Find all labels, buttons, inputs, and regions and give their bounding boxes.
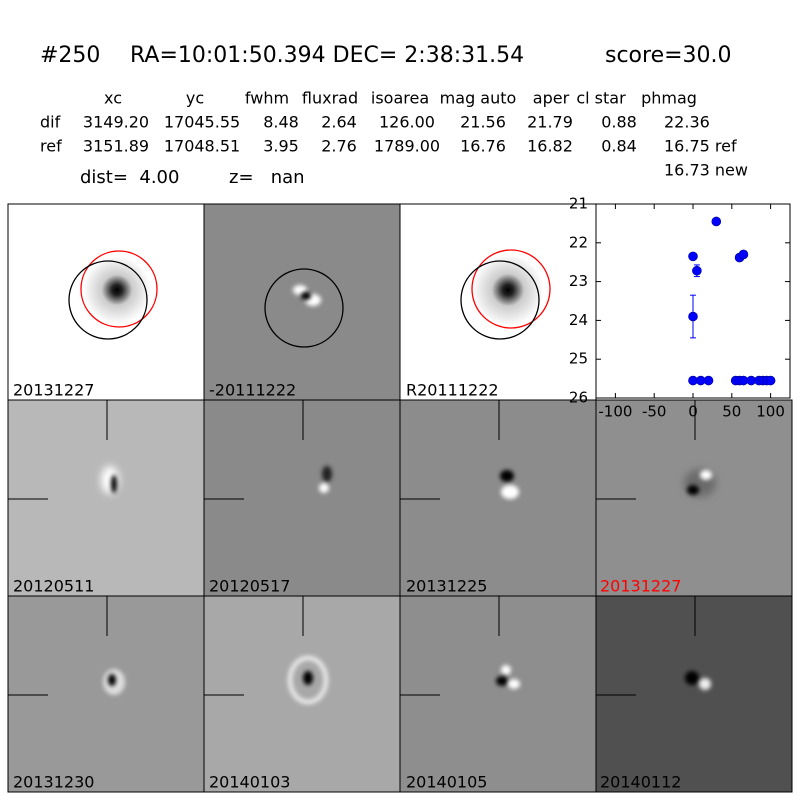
table-cell: 3149.20 bbox=[83, 113, 149, 132]
y-tick-label: 23 bbox=[569, 272, 588, 290]
title-score: score=30.0 bbox=[605, 43, 732, 68]
y-tick-label: 24 bbox=[569, 311, 588, 329]
column-header: aper bbox=[533, 89, 570, 108]
point bbox=[703, 375, 714, 386]
table-cell: 22.36 bbox=[664, 113, 710, 132]
table-cell: 0.84 bbox=[601, 137, 637, 156]
table: xc yc fwhm fluxrad isoarea mag auto aper cl sta… bbox=[40, 89, 748, 180]
table-cell: 2.64 bbox=[321, 113, 357, 132]
panel: 20120511 bbox=[7, 399, 205, 597]
table-cell: 17048.51 bbox=[164, 137, 240, 156]
panel-label: 20140112 bbox=[600, 773, 681, 792]
panel-label: 20120517 bbox=[209, 577, 290, 596]
column-header: cl star bbox=[576, 89, 626, 108]
panel: 20131227 bbox=[595, 399, 793, 597]
point bbox=[692, 265, 702, 276]
panel: R20111222 bbox=[399, 203, 597, 401]
panel-label: R20111222 bbox=[406, 381, 499, 400]
column-header: fluxrad bbox=[302, 89, 358, 108]
table-cell: 16.76 bbox=[460, 137, 506, 156]
column-header: isoarea bbox=[371, 89, 429, 108]
point bbox=[688, 311, 698, 322]
table-cell: 16.82 bbox=[527, 137, 573, 156]
panel-label: 20120511 bbox=[13, 577, 94, 596]
info-dist: dist= 4.00 bbox=[80, 167, 179, 188]
panel: 20131230 bbox=[7, 595, 205, 793]
y-tick-label: 22 bbox=[569, 233, 588, 251]
panel-label: 20131225 bbox=[406, 577, 487, 596]
panel: 20140112 bbox=[595, 595, 793, 793]
table-cell: 21.79 bbox=[527, 113, 573, 132]
y-tick-label: 25 bbox=[569, 350, 588, 368]
title-id: #250 bbox=[40, 43, 100, 68]
panel-label: 20140103 bbox=[209, 773, 290, 792]
y-tick-label: 26 bbox=[569, 389, 588, 407]
panel-label: -20111222 bbox=[209, 381, 296, 400]
x-tick-label: 50 bbox=[722, 403, 741, 421]
title-coords: RA=10:01:50.394 DEC= 2:38:31.54 bbox=[130, 43, 524, 68]
column-header: mag auto bbox=[440, 89, 517, 108]
panel-label: 20131227 bbox=[600, 577, 681, 596]
column-header: phmag bbox=[641, 89, 697, 108]
table-cell: 3.95 bbox=[263, 137, 299, 156]
x-tick-label: 0 bbox=[688, 403, 698, 421]
x-tick-label: -50 bbox=[642, 403, 667, 421]
point bbox=[688, 251, 698, 262]
panel: 20131225 bbox=[399, 399, 597, 597]
x-tick-label: 100 bbox=[756, 403, 785, 421]
table-cell: 1789.00 bbox=[374, 137, 440, 156]
panel: 20131227 bbox=[7, 203, 205, 401]
table-cell: 16.75 ref bbox=[664, 137, 737, 156]
table-cell: 17045.55 bbox=[164, 113, 240, 132]
column-header: yc bbox=[186, 89, 204, 108]
panel: 20140105 bbox=[399, 595, 597, 793]
table-cell: 2.76 bbox=[321, 137, 357, 156]
column-header: fwhm bbox=[245, 89, 289, 108]
table-cell: 21.56 bbox=[460, 113, 506, 132]
panel-label: 20140105 bbox=[406, 773, 487, 792]
table-cell: 3151.89 bbox=[83, 137, 149, 156]
row-label: dif bbox=[40, 113, 61, 132]
table-cell: 8.48 bbox=[263, 113, 299, 132]
table-note: 16.73 new bbox=[664, 161, 748, 180]
x-tick-label: -100 bbox=[598, 403, 632, 421]
point bbox=[738, 249, 749, 260]
panel: -20111222 bbox=[203, 203, 401, 401]
light-curve: 21 22 23 24 25 26 -100 -50 0 50 100 bbox=[569, 195, 791, 421]
panel-label: 20131227 bbox=[13, 381, 94, 400]
point bbox=[711, 216, 722, 227]
panel: 20120517 bbox=[203, 399, 401, 597]
table-cell: 0.88 bbox=[601, 113, 637, 132]
column-header: xc bbox=[104, 89, 122, 108]
y-tick-label: 21 bbox=[569, 195, 588, 213]
panel-label: 20131230 bbox=[13, 773, 94, 792]
panel: 20140103 bbox=[203, 595, 401, 793]
info-z: z= nan bbox=[229, 167, 305, 188]
row-label: ref bbox=[40, 137, 62, 156]
point bbox=[765, 375, 776, 386]
table-cell: 126.00 bbox=[379, 113, 435, 132]
